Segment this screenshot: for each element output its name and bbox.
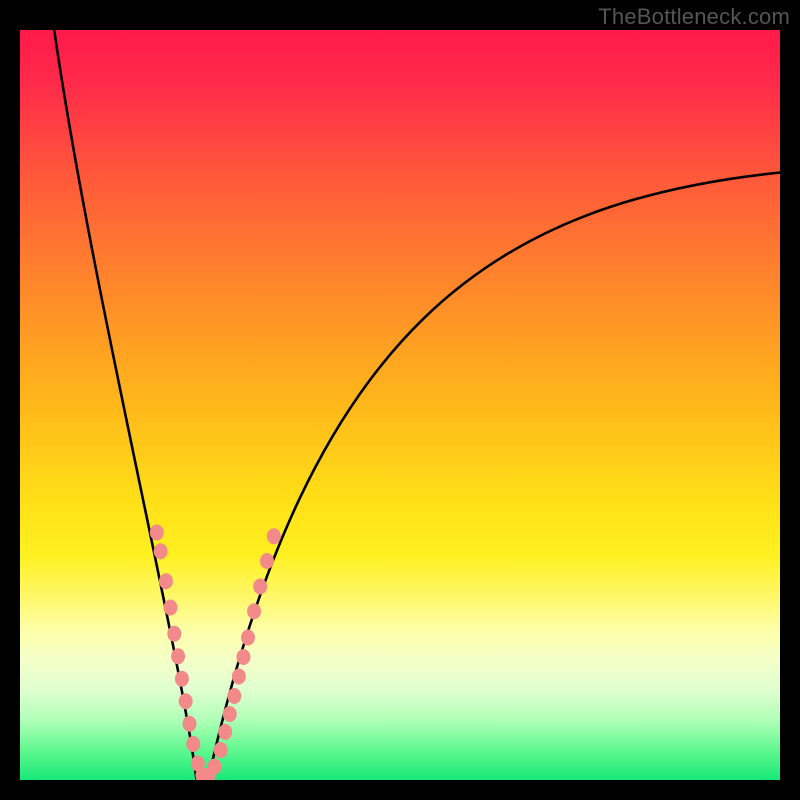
data-marker (247, 603, 261, 619)
data-marker (186, 736, 200, 752)
data-marker (150, 525, 164, 541)
data-marker (223, 706, 237, 722)
data-marker (236, 649, 250, 665)
data-marker (214, 742, 228, 758)
data-marker (267, 528, 281, 544)
data-marker (218, 724, 232, 740)
data-marker (253, 579, 267, 595)
data-marker (159, 573, 173, 589)
data-marker (208, 759, 222, 775)
data-marker (241, 630, 255, 646)
data-marker (163, 600, 177, 616)
watermark-text: TheBottleneck.com (598, 4, 790, 30)
data-marker (179, 693, 193, 709)
data-marker (232, 669, 246, 685)
bottleneck-chart-svg (0, 0, 800, 800)
data-marker (175, 671, 189, 687)
data-marker (227, 688, 241, 704)
data-marker (260, 553, 274, 569)
chart-frame: TheBottleneck.com (0, 0, 800, 800)
data-marker (171, 648, 185, 664)
data-marker (182, 716, 196, 732)
data-marker (154, 543, 168, 559)
plot-background (20, 30, 780, 780)
data-marker (167, 626, 181, 642)
